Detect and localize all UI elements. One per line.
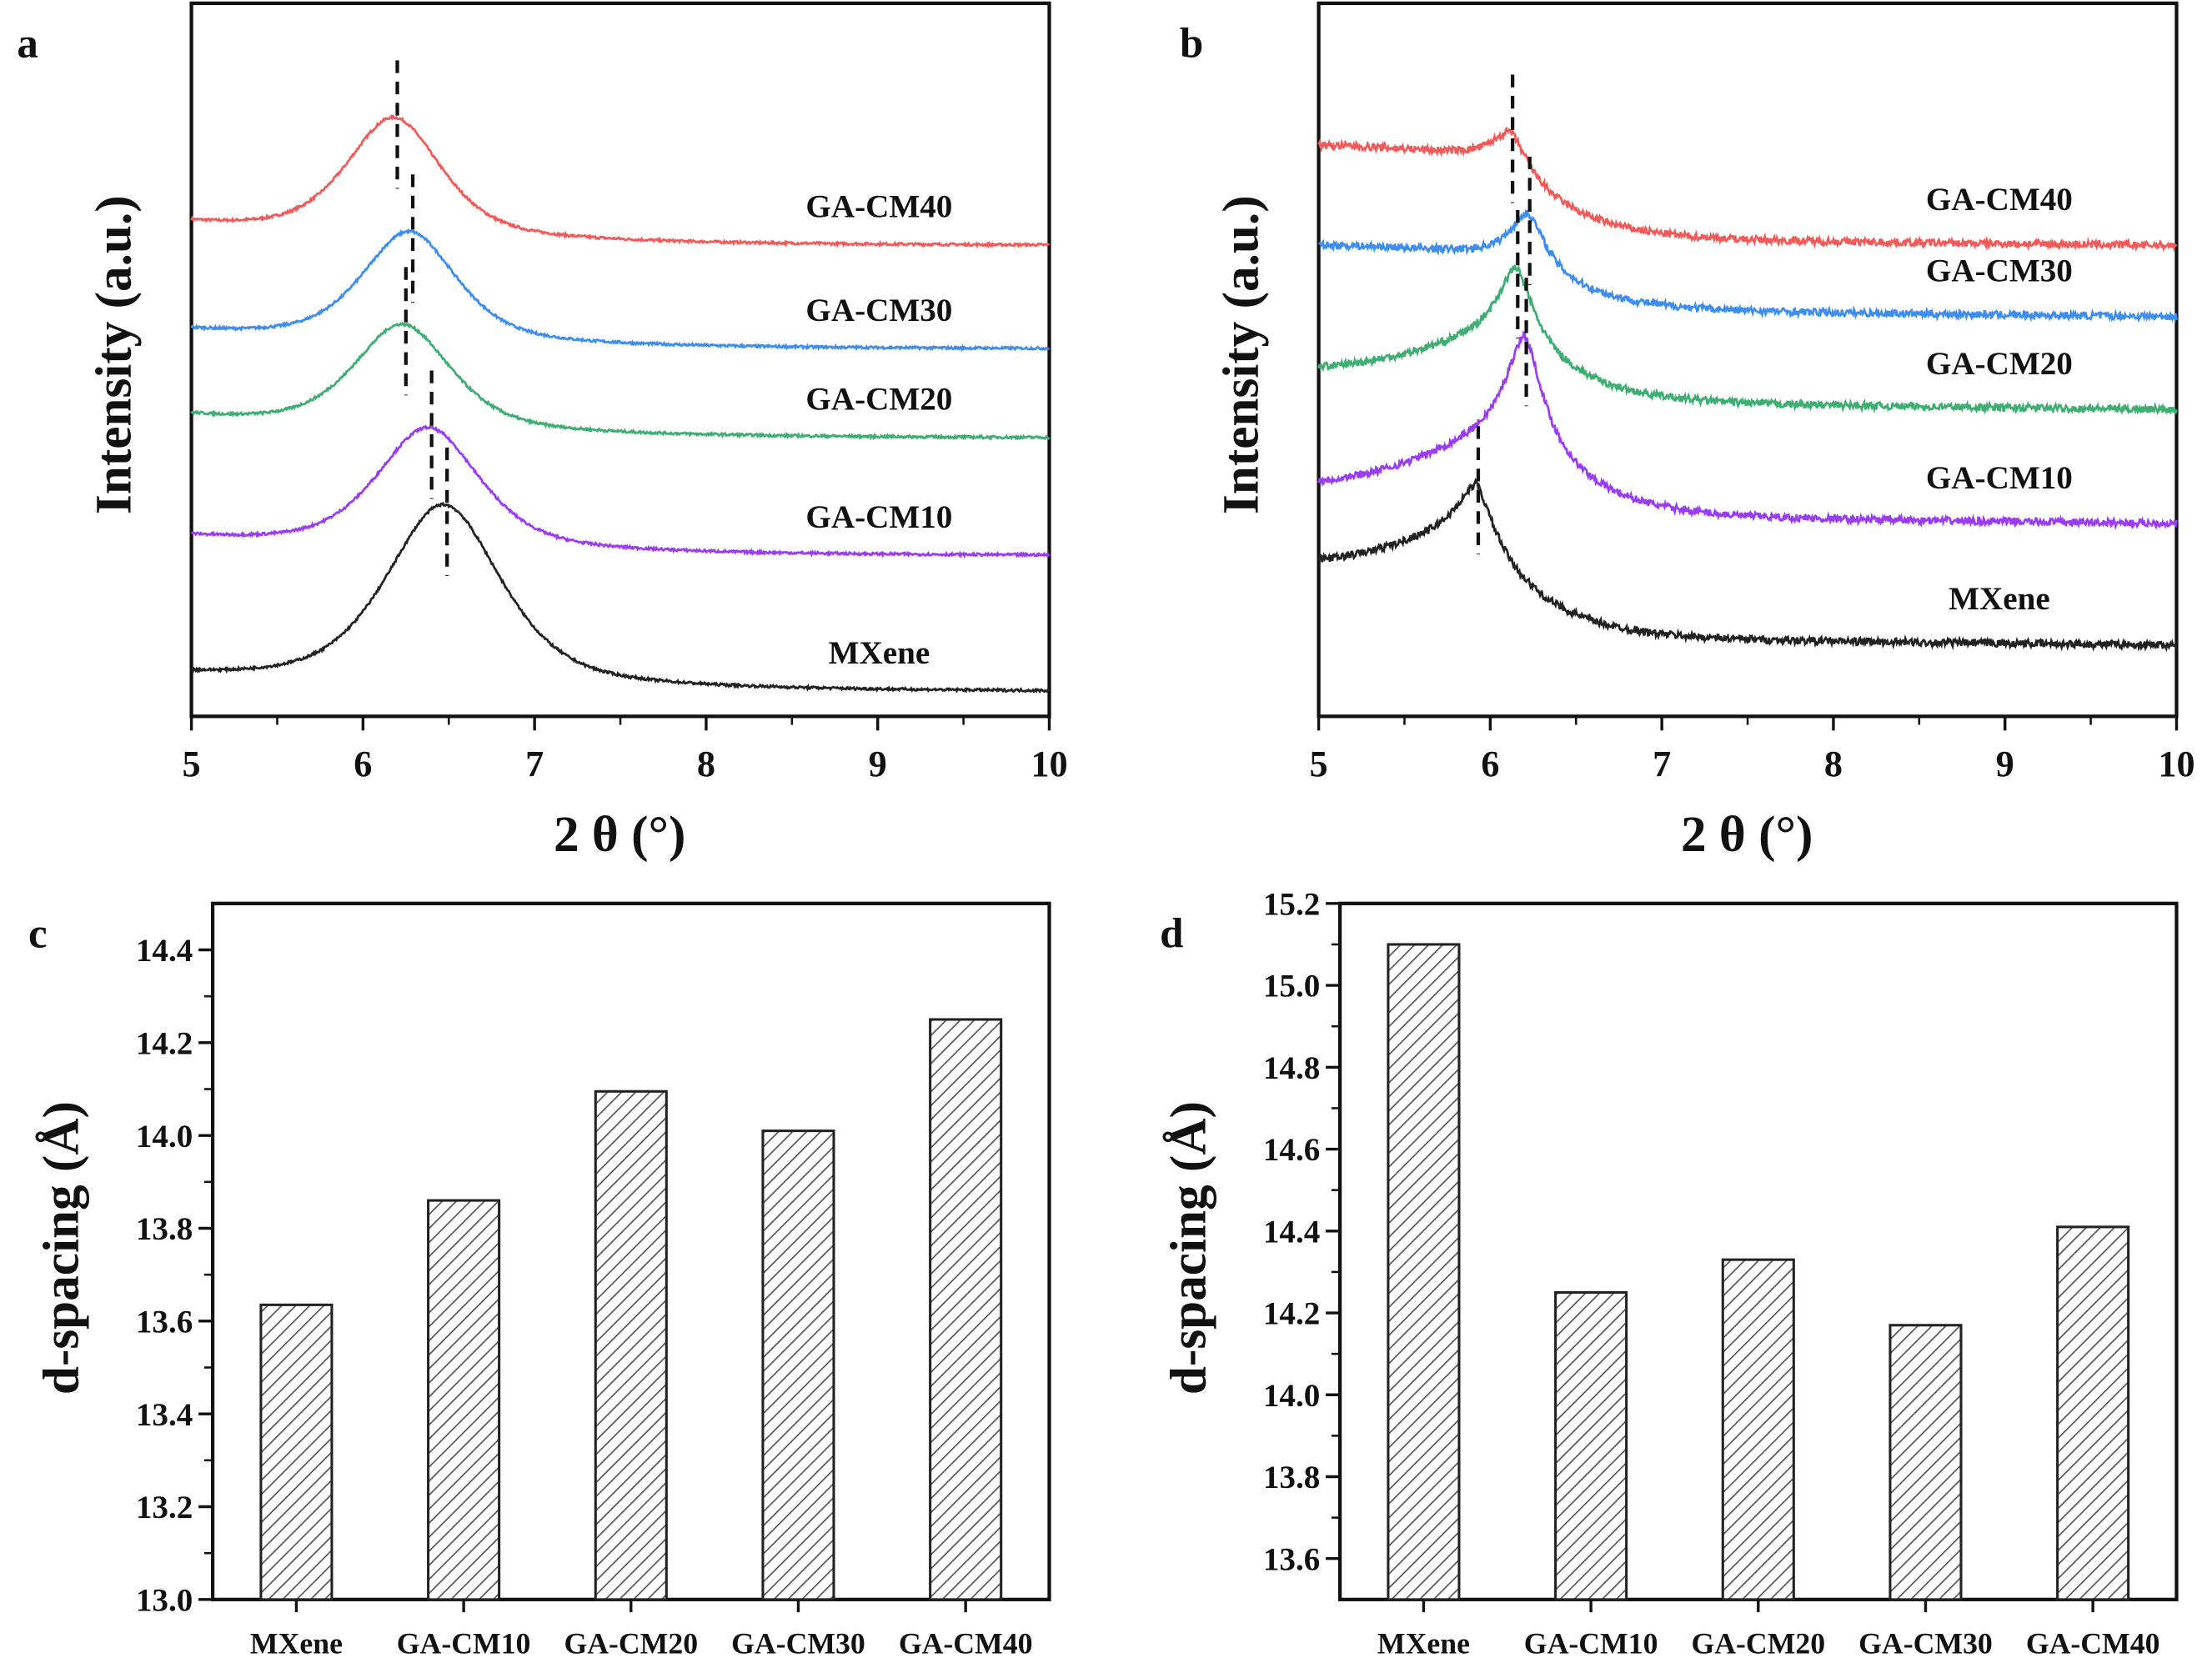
panel-c: d-spacing (Å) 13.0 13.2 13.4 13.6 13.8 14.0 14.… xyxy=(33,901,1051,1660)
x-tick-label: 5 xyxy=(183,744,201,784)
x-tick-label: 6 xyxy=(354,744,372,784)
category-label: MXene xyxy=(250,1626,343,1660)
y-tick-label: 15.2 xyxy=(1263,886,1320,922)
panel-letter-a: a xyxy=(17,21,38,68)
bar-ga-cm30 xyxy=(761,1130,835,1601)
x-tick-label: 10 xyxy=(2158,744,2194,784)
bar-ga-cm10 xyxy=(1554,1290,1628,1601)
panel-d: d-spacing (Å) 13.6 13.8 14.0 14.2 14.4 14.6 14.… xyxy=(1161,886,2179,1660)
panel-letter-d: d xyxy=(1160,911,1183,958)
category-label: GA-CM30 xyxy=(1858,1626,1993,1660)
category-label: GA-CM40 xyxy=(2026,1626,2160,1660)
y-axis-label: Intensity (a.u.) xyxy=(85,195,142,514)
y-tick-label: 13.6 xyxy=(1263,1541,1320,1577)
x-tick-label: 7 xyxy=(525,744,544,784)
y-tick-label: 14.2 xyxy=(1263,1296,1320,1332)
y-tick-label: 14.8 xyxy=(1263,1050,1320,1086)
series-label: GA-CM20 xyxy=(805,382,952,418)
xrd-curve-ga-cm30 xyxy=(1317,208,2178,323)
series-label: GA-CM10 xyxy=(1926,460,2073,496)
bar-ga-cm20 xyxy=(1721,1258,1795,1601)
y-tick-label: 14.4 xyxy=(1263,1214,1320,1250)
category-label: GA-CM30 xyxy=(731,1626,865,1660)
series-label: GA-CM40 xyxy=(1926,182,2073,218)
y-tick-label: 14.6 xyxy=(1263,1132,1320,1168)
plot-frame xyxy=(189,1,1051,719)
series-label: GA-CM20 xyxy=(1926,346,2073,382)
series-label: GA-CM10 xyxy=(805,499,952,535)
x-axis-label: 2 θ (°) xyxy=(1681,806,1813,863)
category-label: GA-CM20 xyxy=(1691,1626,1825,1660)
panel-a: Intensity (a.u.) 5 6 7 8 9 10 2 θ (°) GA-CM40 GA-… xyxy=(85,1,1068,863)
series-label: MXene xyxy=(829,635,930,671)
y-tick-label: 13.4 xyxy=(136,1397,193,1433)
series-label: GA-CM30 xyxy=(1926,253,2073,289)
xrd-curve-ga-cm10 xyxy=(1317,330,2178,531)
xrd-curve-ga-cm10 xyxy=(190,424,1051,559)
y-tick-label: 14.4 xyxy=(136,933,193,969)
series-label: GA-CM30 xyxy=(805,293,952,328)
bar-ga-cm30 xyxy=(1888,1324,1963,1601)
y-axis-label: Intensity (a.u.) xyxy=(1212,195,1269,514)
y-tick-label: 13.6 xyxy=(136,1304,193,1340)
category-label: GA-CM10 xyxy=(397,1626,531,1660)
bar-ga-cm10 xyxy=(427,1199,501,1601)
y-tick-label: 14.0 xyxy=(136,1119,193,1155)
panel-b: Intensity (a.u.) 5 6 7 8 9 10 2 θ (°) GA-CM40 GA-… xyxy=(1212,1,2195,863)
xrd-curve-mxene xyxy=(190,502,1050,694)
bar-ga-cm20 xyxy=(594,1089,668,1601)
category-label: GA-CM10 xyxy=(1524,1626,1658,1660)
x-tick-label: 9 xyxy=(1996,744,2014,784)
series-label: MXene xyxy=(1949,581,2050,617)
xrd-curve-ga-cm30 xyxy=(190,228,1050,353)
x-tick-label: 5 xyxy=(1310,744,1328,784)
panel-letter-b: b xyxy=(1180,21,1203,68)
x-tick-label: 8 xyxy=(697,744,715,784)
bar-ga-cm40 xyxy=(929,1018,1003,1601)
x-axis-label: 2 θ (°) xyxy=(554,806,685,863)
series-label: GA-CM40 xyxy=(805,189,952,225)
category-label: GA-CM40 xyxy=(899,1626,1033,1660)
bar-ga-cm40 xyxy=(2056,1225,2130,1601)
y-axis-label: d-spacing (Å) xyxy=(1161,1101,1217,1395)
y-tick-label: 15.0 xyxy=(1263,969,1320,1004)
y-tick-label: 13.2 xyxy=(136,1490,193,1525)
x-tick-label: 10 xyxy=(1031,744,1067,784)
bar-mxene xyxy=(1387,943,1461,1601)
y-tick-label: 13.8 xyxy=(1263,1460,1320,1495)
x-tick-label: 6 xyxy=(1481,744,1499,784)
category-label: GA-CM20 xyxy=(564,1626,698,1660)
xrd-curve-ga-cm40 xyxy=(1317,126,2178,253)
xrd-curve-ga-cm40 xyxy=(190,113,1050,249)
panel-letter-c: c xyxy=(28,911,48,958)
y-tick-label: 14.2 xyxy=(136,1025,193,1061)
xrd-curve-ga-cm20 xyxy=(1317,263,2178,415)
category-label: MXene xyxy=(1377,1626,1470,1660)
y-tick-label: 13.0 xyxy=(136,1582,193,1618)
x-tick-label: 9 xyxy=(869,744,887,784)
xrd-curve-ga-cm20 xyxy=(190,321,1051,441)
bar-mxene xyxy=(259,1303,334,1601)
x-tick-label: 8 xyxy=(1824,744,1843,784)
y-axis-label: d-spacing (Å) xyxy=(33,1101,90,1395)
xrd-curve-mxene xyxy=(1317,477,2178,653)
y-tick-label: 14.0 xyxy=(1263,1378,1320,1414)
x-tick-label: 7 xyxy=(1653,744,1671,784)
y-tick-label: 13.8 xyxy=(136,1211,193,1247)
